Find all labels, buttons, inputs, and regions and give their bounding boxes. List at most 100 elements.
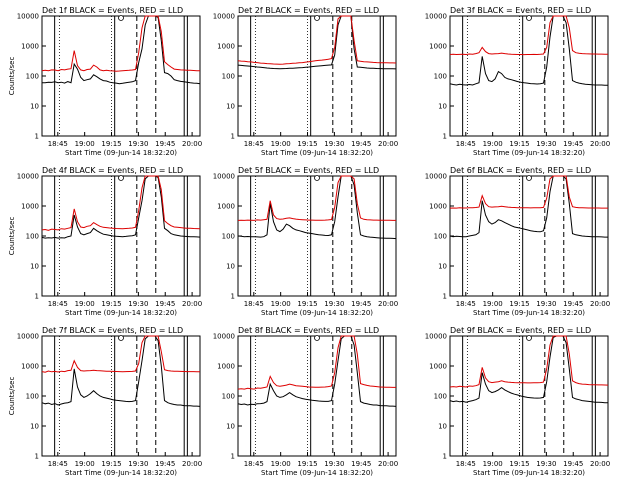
y-tick-label: 1 — [231, 293, 235, 301]
panel-3: Det 3f BLACK = Events, RED = LLD 1 10 100 10… — [425, 6, 610, 157]
y-tick-label: 1000 — [217, 203, 235, 211]
x-tick-label: 19:15 — [101, 460, 121, 468]
series-lld-line — [237, 175, 396, 221]
x-tick-label: 18:45 — [48, 140, 68, 148]
series-events-line — [237, 335, 397, 407]
y-tick-label: 100 — [434, 233, 447, 241]
marker-circle — [526, 335, 532, 341]
panel-7: Det 7f BLACK = Events, RED = LLD 1 10 100 10… — [8, 326, 202, 477]
series-lld-line — [41, 15, 200, 72]
x-tick-label: 19:45 — [155, 300, 175, 308]
y-tick-label: 100 — [222, 393, 235, 401]
series-events-line — [42, 15, 201, 85]
x-axis-label: Start Time (09-Jun-14 18:32:20) — [261, 469, 373, 477]
y-tick-label: 1000 — [429, 43, 447, 51]
marker-circle — [118, 335, 124, 341]
y-axis-label: Counts/sec — [8, 217, 16, 256]
y-tick-label: 10000 — [213, 333, 235, 341]
y-tick-label: 10000 — [17, 333, 39, 341]
y-tick-label: 1 — [35, 293, 39, 301]
y-tick-label: 1000 — [217, 363, 235, 371]
x-tick-label: 20:00 — [182, 140, 202, 148]
y-tick-label: 10000 — [17, 13, 39, 21]
x-tick-label: 19:30 — [536, 300, 556, 308]
series-lld-line — [41, 175, 201, 231]
y-tick-label: 1000 — [21, 203, 39, 211]
y-tick-label: 1000 — [217, 43, 235, 51]
x-tick-label: 19:45 — [155, 460, 175, 468]
y-tick-label: 100 — [222, 73, 235, 81]
panel-title: Det 1f BLACK = Events, RED = LLD — [42, 6, 183, 15]
y-tick-label: 1000 — [21, 363, 39, 371]
y-tick-label: 1 — [443, 133, 447, 141]
x-tick-label: 19:15 — [101, 300, 121, 308]
y-tick-label: 100 — [222, 233, 235, 241]
y-tick-label: 100 — [434, 393, 447, 401]
x-tick-label: 19:30 — [324, 460, 344, 468]
y-tick-label: 10000 — [425, 173, 447, 181]
x-tick-label: 18:45 — [244, 300, 264, 308]
y-axis-label: Counts/sec — [8, 57, 16, 96]
x-tick-label: 18:45 — [48, 300, 68, 308]
x-tick-label: 19:45 — [563, 300, 583, 308]
x-tick-label: 19:15 — [297, 460, 317, 468]
y-tick-label: 100 — [26, 233, 39, 241]
x-axis-label: Start Time (09-Jun-14 18:32:20) — [473, 149, 585, 157]
series-events-line — [449, 175, 608, 238]
y-tick-label: 1000 — [429, 203, 447, 211]
series-events-line — [41, 175, 201, 239]
x-tick-label: 20:00 — [182, 460, 202, 468]
x-tick-label: 18:45 — [244, 460, 264, 468]
x-tick-label: 19:45 — [351, 140, 371, 148]
x-tick-label: 19:45 — [563, 140, 583, 148]
marker-circle — [118, 175, 124, 181]
y-tick-label: 1000 — [429, 363, 447, 371]
x-tick-label: 19:45 — [155, 140, 175, 148]
x-tick-label: 19:45 — [351, 460, 371, 468]
x-axis-label: Start Time (09-Jun-14 18:32:20) — [261, 149, 373, 157]
x-tick-label: 19:45 — [563, 460, 583, 468]
y-tick-label: 10 — [30, 423, 39, 431]
y-tick-label: 100 — [26, 73, 39, 81]
panel-title: Det 5f BLACK = Events, RED = LLD — [238, 166, 379, 175]
y-tick-label: 1 — [35, 453, 39, 461]
x-tick-label: 19:45 — [351, 300, 371, 308]
series-lld-line — [449, 175, 608, 209]
marker-circle — [118, 15, 124, 21]
y-tick-label: 10 — [30, 263, 39, 271]
x-tick-label: 18:45 — [48, 460, 68, 468]
y-tick-label: 10000 — [425, 13, 447, 21]
x-tick-label: 19:30 — [128, 460, 148, 468]
y-tick-label: 100 — [26, 393, 39, 401]
marker-circle — [314, 175, 320, 181]
y-tick-label: 1 — [231, 133, 235, 141]
x-axis-label: Start Time (09-Jun-14 18:32:20) — [65, 309, 177, 317]
y-tick-label: 10 — [226, 263, 235, 271]
panel-6: Det 6f BLACK = Events, RED = LLD 1 10 100 10… — [425, 166, 610, 317]
y-tick-label: 10 — [438, 103, 447, 111]
series-events-line — [41, 335, 201, 407]
x-tick-label: 19:00 — [271, 300, 291, 308]
marker-circle — [314, 335, 320, 341]
series-lld-line — [449, 335, 609, 388]
y-tick-label: 1 — [231, 453, 235, 461]
x-tick-label: 20:00 — [378, 460, 398, 468]
panel-title: Det 7f BLACK = Events, RED = LLD — [42, 326, 183, 335]
y-tick-label: 10 — [226, 103, 235, 111]
panel-title: Det 6f BLACK = Events, RED = LLD — [450, 166, 591, 175]
x-tick-label: 19:30 — [324, 300, 344, 308]
x-axis-label: Start Time (09-Jun-14 18:32:20) — [261, 309, 373, 317]
x-tick-label: 19:00 — [271, 460, 291, 468]
x-tick-label: 19:00 — [271, 140, 291, 148]
x-tick-label: 19:00 — [75, 460, 95, 468]
y-tick-label: 100 — [434, 73, 447, 81]
x-tick-label: 18:45 — [456, 140, 476, 148]
x-tick-label: 19:30 — [128, 140, 148, 148]
series-events-line — [237, 175, 397, 240]
x-tick-label: 20:00 — [378, 300, 398, 308]
x-tick-label: 19:15 — [101, 140, 121, 148]
series-events-line — [449, 335, 608, 404]
y-axis-label: Counts/sec — [8, 377, 16, 416]
